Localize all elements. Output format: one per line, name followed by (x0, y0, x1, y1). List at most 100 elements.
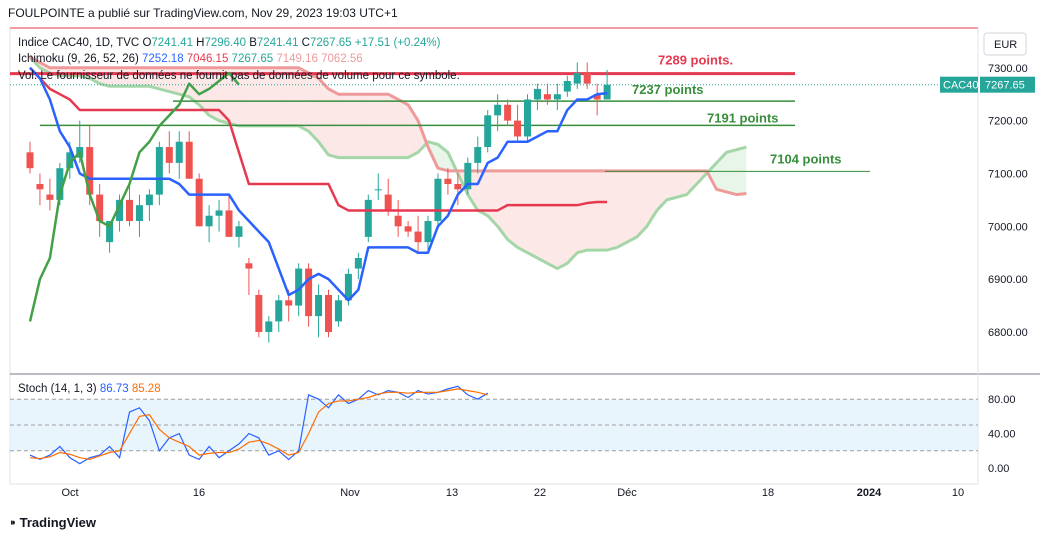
candle-body (56, 168, 64, 200)
candle-body (96, 194, 104, 222)
candle-body (384, 194, 392, 211)
cloud-segment (238, 67, 249, 126)
cloud-segment (497, 170, 508, 240)
price-tick-label: 7100.00 (988, 168, 1028, 180)
time-tick-label: 10 (952, 487, 964, 499)
cloud-segment (537, 170, 548, 264)
open-label: O (142, 37, 151, 49)
candle-body (533, 88, 541, 100)
cloud-segment (328, 88, 339, 158)
candle-body (145, 194, 153, 206)
cloud-segment (189, 67, 200, 105)
candle-body (484, 115, 492, 148)
candle-body (255, 294, 263, 332)
candle-body (175, 141, 183, 163)
publisher-header: FOULPOINTE a publié sur TradingView.com,… (8, 6, 398, 20)
stoch-k-line (29, 385, 489, 465)
candle-body (583, 73, 591, 84)
candle-body (593, 94, 601, 100)
candle-body (524, 99, 531, 137)
candle-body (66, 152, 74, 169)
close-label: C (302, 37, 310, 49)
cloud-segment (617, 170, 627, 248)
cloud-segment (577, 170, 588, 253)
stoch-tick-label: 80.00 (988, 394, 1016, 406)
candle-body (543, 94, 551, 100)
volume-note: Vol: Le fournisseur de données ne fourni… (18, 70, 460, 82)
cloud-segment (209, 67, 220, 121)
high-label: H (196, 37, 204, 49)
candle-body (215, 210, 223, 216)
candle-body (155, 147, 163, 195)
cloud-segment (268, 67, 279, 126)
cloud-segment (557, 170, 568, 269)
cloud-segment (567, 170, 578, 264)
tenkan-line (29, 66, 608, 302)
candle-body (334, 300, 342, 322)
time-tick-label: 22 (534, 487, 546, 499)
cloud-segment (666, 170, 677, 200)
price-tag-label: 7267.65 (985, 80, 1025, 92)
ichimoku-value: 7267.65 (232, 53, 277, 65)
time-tick-label: 18 (762, 487, 774, 499)
candle-body (116, 199, 124, 222)
candle-body (285, 300, 293, 306)
price-tick-label: 6900.00 (988, 274, 1028, 286)
tradingview-logo-icon: ⁍ (10, 516, 16, 530)
cloud-segment (258, 67, 269, 126)
candle-body (444, 178, 452, 185)
stoch-label: Stoch (14, 1, 3) (18, 383, 100, 395)
candle-body (205, 215, 213, 227)
time-tick-label: 2024 (857, 487, 882, 499)
candle-body (603, 84, 611, 100)
price-tick-label: 6800.00 (988, 327, 1028, 339)
cloud-segment (597, 170, 608, 251)
candle-body (374, 189, 382, 191)
candle-body (573, 73, 581, 84)
cloud-segment (636, 170, 647, 237)
candle-body (135, 205, 143, 222)
candle-body (504, 104, 512, 121)
candle-body (474, 147, 482, 163)
cloud-segment (726, 149, 737, 195)
change-value: +17.51 (+0.24%) (355, 37, 441, 49)
annotation-label-7191: 7191 points (707, 110, 779, 125)
candle-body (106, 221, 114, 243)
stoch-d-line (29, 388, 488, 461)
stoch-d-value: 85.28 (132, 383, 161, 395)
candle-body (46, 194, 54, 200)
cloud-segment (587, 170, 598, 251)
cloud-segment (607, 170, 618, 251)
candle-body (26, 152, 34, 169)
candle-body (185, 141, 193, 179)
time-tick-label: 16 (193, 487, 205, 499)
cloud-segment (686, 170, 697, 195)
ichimoku-value: 7062.56 (321, 53, 363, 65)
span-b-line (29, 55, 747, 197)
currency-button (983, 32, 1027, 56)
cloud-segment (248, 67, 259, 126)
candle-body (514, 120, 522, 137)
close-value: 7267.65 (310, 37, 355, 49)
candle-body (165, 147, 173, 163)
candle-body (404, 226, 412, 232)
candle-body (563, 80, 571, 92)
time-tick-label: Nov (340, 487, 360, 499)
candle-body (245, 263, 253, 269)
candle-body (295, 268, 303, 306)
stoch-tick-label: 40.00 (988, 429, 1016, 441)
annotation-label-7104: 7104 points (770, 151, 842, 166)
candle-body (494, 104, 502, 116)
cloud-segment (318, 78, 329, 155)
cloud-segment (278, 67, 289, 126)
cloud-segment (398, 99, 409, 158)
candle-body (36, 184, 44, 190)
candle-body (414, 231, 422, 243)
open-value: 7241.41 (151, 37, 196, 49)
tradingview-wordmark: TradingView (19, 515, 96, 530)
price-tag (980, 76, 1035, 93)
stoch-k-value: 86.73 (100, 383, 132, 395)
candle-body (265, 321, 273, 332)
candle-body (344, 273, 352, 301)
